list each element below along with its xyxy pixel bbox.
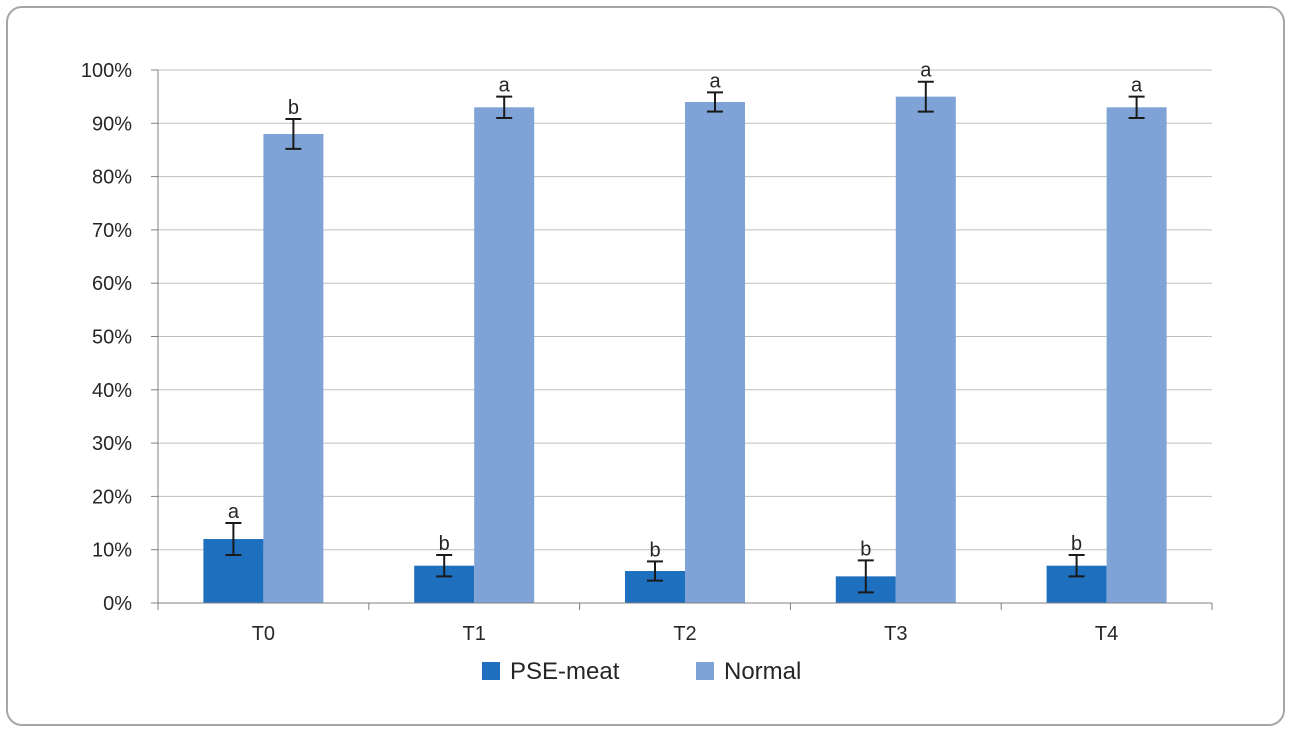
y-tick-label: 20% (92, 486, 132, 508)
legend-label-normal: Normal (724, 658, 801, 685)
x-tick-label: T4 (1095, 623, 1118, 645)
y-tick-label: 10% (92, 540, 132, 562)
x-tick-label: T2 (673, 623, 696, 645)
x-tick-label: T1 (463, 623, 486, 645)
y-tick-label: 60% (92, 273, 132, 295)
y-tick-label: 0% (103, 593, 132, 615)
bar-normal-t0 (263, 133, 324, 603)
legend-label-pse-meat: PSE-meat (510, 658, 620, 685)
significance-letter: b (649, 539, 660, 561)
significance-letters: a b b a b a b a b a (228, 60, 1143, 562)
significance-letter: a (228, 501, 240, 523)
x-tick-labels: T0 T1 T2 T3 T4 (252, 623, 1119, 645)
significance-letter: b (439, 533, 450, 555)
chart-frame (6, 6, 1285, 726)
legend-swatch-pse-meat (482, 662, 500, 680)
y-tick-label: 30% (92, 433, 132, 455)
significance-letter: b (860, 538, 871, 560)
significance-letter: b (1071, 533, 1082, 555)
bars (203, 96, 1167, 604)
legend: PSE-meat Normal (482, 658, 801, 685)
x-tick-label: T0 (252, 623, 275, 645)
y-tick-label: 50% (92, 327, 132, 349)
significance-letter: a (920, 60, 932, 82)
bar-normal-t4 (1106, 107, 1167, 603)
significance-letter: b (288, 97, 299, 119)
significance-letter: a (709, 70, 721, 92)
error-bars (225, 80, 1145, 594)
bar-normal-t1 (474, 107, 535, 603)
bar-normal-t2 (685, 101, 745, 603)
y-tick-label: 40% (92, 380, 132, 402)
significance-letter: a (1131, 75, 1143, 97)
y-tick-labels: 0% 10% 20% 30% 40% 50% 60% 70% 80% 90% 100% (81, 60, 132, 615)
x-tick-label: T3 (884, 623, 907, 645)
y-tick-label: 70% (92, 220, 132, 242)
axes (151, 69, 1213, 610)
y-tick-label: 100% (81, 60, 132, 82)
legend-swatch-normal (696, 662, 714, 680)
y-tick-label: 80% (92, 167, 132, 189)
bar-normal-t3 (895, 96, 956, 604)
y-tick-label: 90% (92, 113, 132, 135)
significance-letter: a (499, 75, 511, 97)
